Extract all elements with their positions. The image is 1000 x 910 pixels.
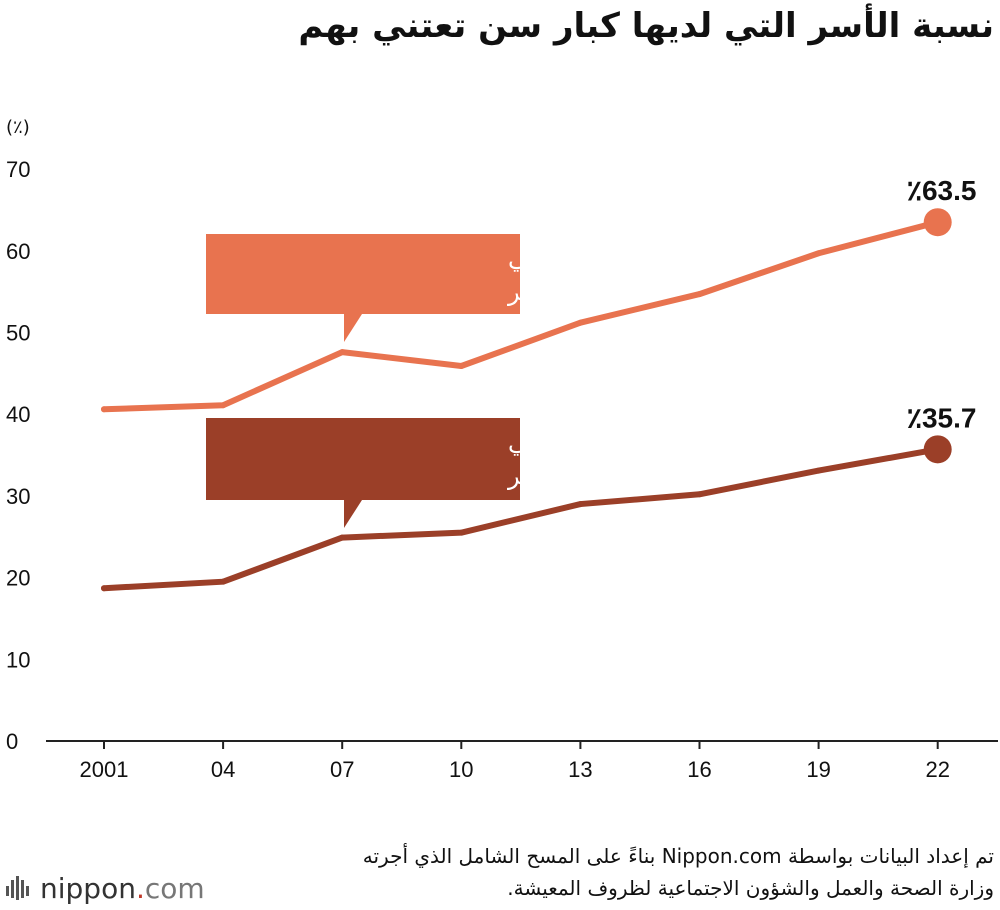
series-label-callout-1: مقدم الرعاية والمتلقي 65 عامًا أو أكبر: [206, 234, 731, 342]
series-label-text: 75 أو أكبر: [507, 460, 611, 490]
logo-dot: .: [135, 871, 145, 905]
y-tick-label: 50: [6, 321, 30, 346]
x-tick-label: 2001: [80, 757, 129, 782]
callout-pointer: [344, 314, 362, 342]
logo-bars-icon: [6, 876, 29, 900]
y-tick-label: 30: [6, 484, 30, 509]
data-point: [458, 362, 465, 369]
x-tick-label: 07: [330, 757, 354, 782]
data-point: [815, 250, 822, 257]
series-label-text: مقدم الرعاية والمتلقي: [508, 428, 731, 456]
source-line-2: وزارة الصحة والعمل والشؤون الاجتماعية لظ…: [507, 876, 994, 900]
series-label-text: مقدم الرعاية والمتلقي: [508, 244, 731, 272]
x-tick-label: 19: [806, 757, 830, 782]
data-point: [101, 406, 107, 413]
source-line-1: تم إعداد البيانات بواسطة Nippon.com بناء…: [362, 844, 994, 868]
series-label-text: 65 عامًا أو أكبر: [507, 276, 660, 306]
data-point: [696, 291, 703, 298]
callout-box: [206, 234, 520, 314]
data-point: [339, 349, 346, 356]
logo-suffix: com: [144, 871, 205, 905]
data-point: [815, 467, 822, 474]
data-point: [577, 501, 584, 508]
series-line-2: [101, 446, 941, 592]
callout-box: [206, 418, 520, 500]
logo-name: nippon: [40, 871, 136, 905]
x-tick-label: 13: [568, 757, 592, 782]
end-marker-2: [923, 435, 952, 464]
data-point: [220, 402, 227, 409]
x-tick-label: 04: [211, 757, 235, 782]
data-point: [220, 578, 227, 585]
series-label-callout-2: مقدم الرعاية والمتلقي 75 أو أكبر: [206, 418, 731, 528]
end-value-label-2: ٪35.7: [907, 402, 977, 433]
series-line-1: [101, 219, 941, 413]
y-tick-label: 10: [6, 647, 30, 672]
data-point: [577, 319, 584, 326]
end-marker-1: [923, 208, 952, 237]
y-tick-label: 0: [6, 729, 18, 754]
x-tick-label: 10: [449, 757, 473, 782]
data-point: [458, 529, 465, 536]
x-tick-label: 22: [925, 757, 949, 782]
y-axis-unit-label: (٪): [6, 117, 30, 138]
chart-title: نسبة الأسر التي لديها كبار سن تعتني بهم: [298, 6, 994, 46]
nippon-logo: nippon. com: [6, 868, 205, 908]
data-point: [339, 534, 346, 541]
y-tick-label: 40: [6, 402, 30, 427]
line-chart: (٪) 0 10 20 30 40 50 60 70 2001 04 07 10 13 16 19 22 ٪63.…: [6, 117, 998, 782]
y-tick-label: 70: [6, 157, 30, 182]
end-value-label-1: ٪63.5: [907, 175, 977, 206]
data-point: [696, 491, 703, 498]
x-tick-label: 16: [687, 757, 711, 782]
source-note: تم إعداد البيانات بواسطة Nippon.com بناء…: [363, 840, 994, 904]
y-tick-label: 60: [6, 239, 30, 264]
data-point: [101, 585, 107, 592]
callout-pointer: [344, 500, 362, 528]
y-tick-label: 20: [6, 566, 30, 591]
